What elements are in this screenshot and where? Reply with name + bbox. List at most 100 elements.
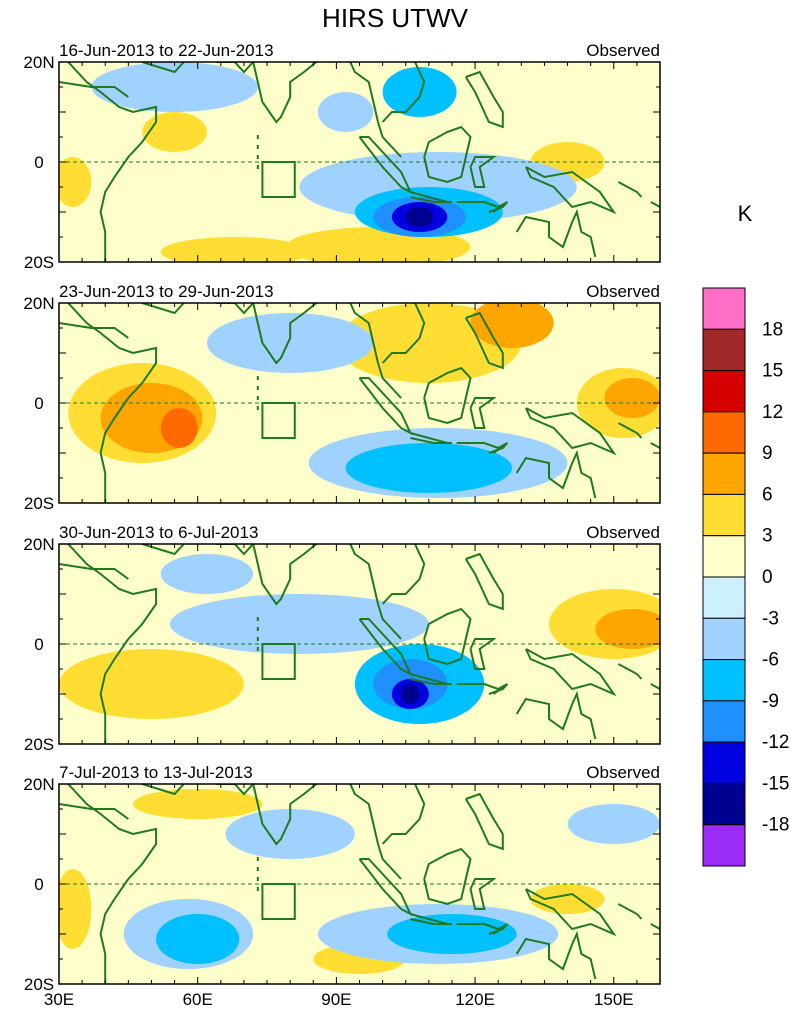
coastline-15 — [515, 690, 597, 740]
x-tick-label: 120E — [455, 990, 495, 1009]
panel-label: Observed — [586, 41, 660, 60]
coastline-16 — [617, 181, 643, 198]
colorbar-swatch — [702, 287, 746, 330]
x-tick-label: 90E — [321, 990, 351, 1009]
colorbar-swatch — [702, 452, 746, 495]
anomaly-8 — [382, 67, 457, 117]
coastline-1 — [67, 303, 158, 503]
y-tick-label: 20N — [23, 294, 54, 313]
coastline-3 — [141, 62, 194, 74]
coastline-4 — [216, 303, 318, 365]
box-region — [261, 161, 296, 198]
y-tick-label: 20N — [23, 53, 54, 72]
x-tick-label: 60E — [183, 990, 213, 1009]
islet-3 — [256, 877, 259, 881]
coastline-10 — [469, 878, 497, 910]
coastline-3 — [141, 544, 194, 556]
colorbar-label: -3 — [762, 608, 779, 629]
coastline-5 — [341, 62, 402, 158]
coastline-3 — [141, 784, 194, 796]
islet-2 — [256, 867, 259, 871]
anomaly-7 — [317, 92, 374, 132]
anomaly-2 — [132, 789, 263, 819]
y-tick-label: 0 — [34, 394, 43, 413]
coastline-12 — [524, 648, 617, 697]
coastline-5 — [341, 544, 402, 640]
colorbar-label: -12 — [762, 732, 789, 753]
coastline-16 — [617, 663, 643, 680]
islet-4 — [256, 165, 259, 169]
coastline-17 — [650, 201, 660, 208]
panel-period: 7-Jul-2013 to 13-Jul-2013 — [59, 763, 253, 782]
coastline-4 — [216, 544, 318, 606]
anomaly-field — [59, 303, 660, 503]
coastline-4 — [216, 62, 318, 124]
colorbar-swatch — [702, 741, 746, 784]
coastline-10 — [469, 397, 497, 429]
colorbar-swatch — [702, 576, 746, 619]
anomaly-2 — [142, 112, 207, 152]
colorbar-swatch — [702, 824, 746, 867]
colorbar-swatch — [702, 535, 746, 578]
coastline-1 — [67, 544, 158, 744]
y-tick-label: 20N — [23, 535, 54, 554]
coastline-15 — [515, 208, 597, 258]
coastline-8 — [410, 191, 452, 203]
coastline-2 — [59, 81, 129, 98]
y-tick-label: 0 — [34, 635, 43, 654]
anomaly-1 — [59, 157, 92, 207]
islet-4 — [256, 647, 259, 651]
colorbar-label: 9 — [762, 443, 773, 464]
units-label: K — [738, 201, 753, 226]
coastline-17 — [650, 442, 660, 449]
islet-3 — [256, 637, 259, 641]
box-region — [261, 402, 296, 439]
box-region — [261, 883, 296, 920]
box-region — [261, 643, 296, 680]
coastline-5 — [341, 303, 402, 399]
coastline-6 — [381, 62, 426, 123]
colorbar-swatch — [702, 700, 746, 743]
coastline-6 — [381, 303, 426, 364]
panel-3: 20N 0 20S 30-Jun-2013 to 6-Jul-2013 Observed — [23, 523, 661, 754]
anomaly-3 — [160, 408, 198, 448]
islet-3 — [256, 155, 259, 159]
panel-label: Observed — [586, 523, 660, 542]
coastline-15 — [515, 930, 597, 980]
y-tick-label: 20S — [24, 494, 54, 513]
coastline-1 — [67, 784, 158, 984]
coastline-14 — [488, 683, 509, 695]
coastline-10 — [469, 638, 497, 670]
islet-2 — [256, 386, 259, 390]
colorbar: 18 15 12 9 6 3 0 -3 -6 -9 -12 -15 -18 — [702, 287, 789, 867]
panel-1: 20N 0 20S 16-Jun-2013 to 22-Jun-2013 Observe… — [23, 41, 661, 272]
coastline-12 — [524, 407, 617, 456]
islet-2 — [256, 145, 259, 149]
coastline-15 — [515, 449, 597, 499]
anomaly-4 — [169, 594, 429, 654]
colorbar-swatch — [702, 659, 746, 702]
coastline-8 — [410, 913, 452, 925]
coastline-10 — [469, 156, 497, 188]
coastline-9 — [423, 366, 472, 425]
coastline-11 — [464, 552, 504, 611]
panel-label: Observed — [586, 282, 660, 301]
anomaly-10 — [345, 443, 513, 493]
colorbar-label: -6 — [762, 650, 779, 671]
panel-4: 20N 0 20S 7-Jul-2013 to 13-Jul-2013 Observed — [23, 763, 661, 994]
coastline-2 — [59, 563, 129, 580]
colorbar-swatch — [702, 782, 746, 826]
coastline-11 — [464, 311, 504, 370]
coastline-12 — [524, 166, 617, 215]
islet-2 — [256, 627, 259, 631]
panel-period: 23-Jun-2013 to 29-Jun-2013 — [59, 282, 274, 301]
panel-2: 20N 0 20S 23-Jun-2013 to 29-Jun-2013 Observe… — [23, 282, 661, 513]
coastline-5 — [341, 784, 402, 880]
islet-1 — [256, 135, 259, 139]
anomaly-8 — [401, 684, 420, 704]
colorbar-swatch — [702, 617, 746, 661]
coastline-9 — [423, 125, 472, 184]
coastline-7 — [358, 858, 413, 917]
coastline-16 — [617, 903, 643, 920]
anomaly-field — [59, 784, 660, 984]
